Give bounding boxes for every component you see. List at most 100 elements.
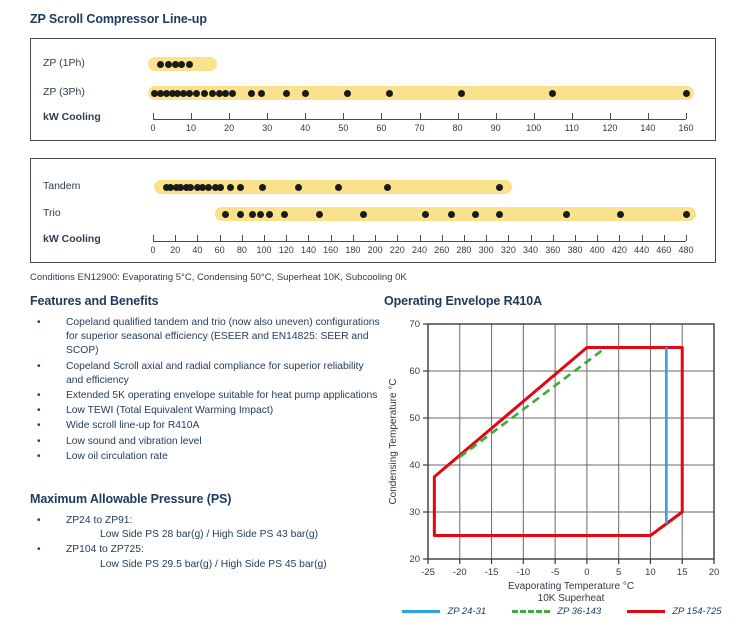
legend-line-swatch xyxy=(627,610,666,613)
axis-tick xyxy=(229,113,231,119)
lineup-dot xyxy=(217,183,225,191)
axis-tick xyxy=(352,235,354,241)
axis-tick-label: 300 xyxy=(478,245,494,255)
lineup-dot xyxy=(208,89,216,97)
lineup-dot xyxy=(177,183,185,191)
feature-item: Low oil circulation rate xyxy=(30,450,382,464)
axis-tick xyxy=(397,235,399,241)
axis-tick-label: 60 xyxy=(214,245,225,255)
y-tick-label: 70 xyxy=(409,319,420,330)
legend-item: ZP 36-143 xyxy=(512,606,601,617)
axis-tick-label: 80 xyxy=(452,123,463,133)
axis-tick xyxy=(305,113,307,119)
axis-tick-label: 420 xyxy=(611,245,627,255)
envelope-title: Operating Envelope R410A xyxy=(384,294,543,308)
feature-item: Extended 5K operating envelope suitable … xyxy=(30,389,382,403)
axis-tick-label: 140 xyxy=(640,123,656,133)
axis-tick-label: 120 xyxy=(602,123,618,133)
lineup-dot xyxy=(229,89,237,97)
lineup-dot xyxy=(193,183,201,191)
axis-tick xyxy=(330,235,332,241)
axis-tick xyxy=(191,113,193,119)
row-label: ZP (1Ph) xyxy=(43,57,85,69)
axis-tick xyxy=(457,113,459,119)
axis-tick-label: 120 xyxy=(278,245,294,255)
lineup-dot xyxy=(383,183,391,191)
axis-tick-label: 480 xyxy=(678,245,694,255)
legend-label: ZP 24-31 xyxy=(447,606,487,617)
lineup-dot xyxy=(682,210,690,218)
lineup-dot xyxy=(227,183,235,191)
axis-tick-label: 160 xyxy=(678,123,694,133)
lineup-dot xyxy=(164,60,172,68)
axis-tick-label: 50 xyxy=(338,123,349,133)
pressure-item: ZP24 to ZP91: Low Side PS 28 bar(g) / Hig… xyxy=(30,514,382,542)
x-tick-label: 0 xyxy=(584,567,589,578)
tandem-trio-lineup-chart: Tandem Trio kW Cooling 0 20 40 60 80 100 120 140 16… xyxy=(30,158,716,263)
axis-tick-label: 110 xyxy=(564,123,579,133)
axis-tick xyxy=(619,235,621,241)
lineup-dot xyxy=(266,210,274,218)
lineup-dot xyxy=(343,89,351,97)
lineup-dot xyxy=(185,89,193,97)
lineup-dot xyxy=(199,183,207,191)
axis-tick xyxy=(495,113,497,119)
features-heading: Features and Benefits xyxy=(30,294,159,308)
axis-tick-label: 460 xyxy=(656,245,672,255)
lineup-dot xyxy=(421,210,429,218)
axis-tick xyxy=(241,235,243,241)
axis-tick-label: 380 xyxy=(567,245,583,255)
axis-tick xyxy=(641,235,643,241)
lineup-dot xyxy=(178,60,186,68)
lineup-dot xyxy=(495,210,503,218)
conditions-note: Conditions EN12900: Evaporating 5°C, Con… xyxy=(30,272,407,283)
axis-tick-label: 360 xyxy=(545,245,561,255)
axis-tick xyxy=(463,235,465,241)
pressure-range: ZP104 to ZP725: xyxy=(66,544,144,556)
lineup-dot xyxy=(157,60,165,68)
feature-item: Copeland qualified tandem and trio (now … xyxy=(30,316,382,359)
y-tick-label: 50 xyxy=(409,413,420,424)
axis-tick-label: 440 xyxy=(634,245,650,255)
pressure-item: ZP104 to ZP725: Low Side PS 29.5 bar(g) /… xyxy=(30,543,382,571)
envelope-legend: ZP 24-31 ZP 36-143 ZP 154-725 xyxy=(384,606,740,617)
axis-tick xyxy=(508,235,510,241)
axis-tick-label: 30 xyxy=(262,123,273,133)
axis-tick xyxy=(419,113,421,119)
lineup-dot xyxy=(301,89,309,97)
axis-tick xyxy=(686,235,687,241)
axis-tick xyxy=(375,235,377,241)
axis-tick-label: 240 xyxy=(411,245,428,255)
lineup-dot xyxy=(200,89,208,97)
axis-tick xyxy=(609,113,611,119)
lineup-dot xyxy=(448,210,456,218)
axis-tick-label: 20 xyxy=(170,245,181,255)
lineup-dot xyxy=(167,183,175,191)
axis-tick xyxy=(530,235,532,241)
pressure-detail: Low Side PS 29.5 bar(g) / High Side PS 4… xyxy=(100,558,327,570)
axis-tick xyxy=(197,235,199,241)
lineup-dot xyxy=(495,183,503,191)
lineup-dot xyxy=(174,89,182,97)
axis-tick-label: 320 xyxy=(500,245,516,255)
lineup-dot xyxy=(248,89,256,97)
lineup-dot xyxy=(282,89,290,97)
operating-envelope-chart: 20 30 40 50 60 70 -25 -20 -15 -10 -5 0 5 10 15 20 Conden… xyxy=(388,319,719,604)
lineup-dot xyxy=(168,89,176,97)
lineup-dot xyxy=(171,60,179,68)
lineup-dot xyxy=(179,89,187,97)
lineup-dot xyxy=(193,89,201,97)
axis-tick xyxy=(381,113,383,119)
lineup-dot xyxy=(682,89,690,97)
y-tick-label: 20 xyxy=(409,554,420,565)
axis-tick-label: 100 xyxy=(526,123,542,133)
features-list: Copeland qualified tandem and trio (now … xyxy=(30,316,382,465)
axis-tick-label: 180 xyxy=(345,245,361,255)
axis-tick xyxy=(663,235,665,241)
lineup-dot xyxy=(258,89,265,97)
axis-tick-label: 340 xyxy=(523,245,539,255)
axis-label: kW Cooling xyxy=(43,111,101,123)
legend-label: ZP 154-725 xyxy=(672,606,722,617)
axis-tick-label: 140 xyxy=(300,245,316,255)
